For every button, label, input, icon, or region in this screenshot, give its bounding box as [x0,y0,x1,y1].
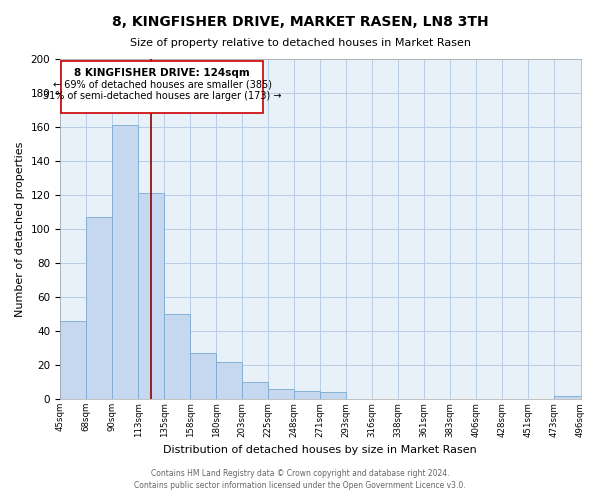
Text: 8 KINGFISHER DRIVE: 124sqm: 8 KINGFISHER DRIVE: 124sqm [74,68,250,78]
Bar [190,353,216,399]
Bar [86,217,112,399]
Bar [164,314,190,399]
Text: 8, KINGFISHER DRIVE, MARKET RASEN, LN8 3TH: 8, KINGFISHER DRIVE, MARKET RASEN, LN8 3… [112,15,488,29]
Text: Size of property relative to detached houses in Market Rasen: Size of property relative to detached ho… [130,38,470,48]
FancyBboxPatch shape [61,60,263,114]
Bar [138,194,164,399]
Y-axis label: Number of detached properties: Number of detached properties [15,142,25,316]
Bar [554,396,581,399]
Bar [242,382,268,399]
Bar [268,389,294,399]
Bar [294,390,320,399]
Text: Contains HM Land Registry data © Crown copyright and database right 2024.
Contai: Contains HM Land Registry data © Crown c… [134,468,466,490]
Bar [216,362,242,399]
Bar [60,321,86,399]
Text: 31% of semi-detached houses are larger (173) →: 31% of semi-detached houses are larger (… [43,92,281,102]
Text: ← 69% of detached houses are smaller (385): ← 69% of detached houses are smaller (38… [53,80,272,90]
Bar [112,126,138,399]
Bar [320,392,346,399]
X-axis label: Distribution of detached houses by size in Market Rasen: Distribution of detached houses by size … [163,445,477,455]
